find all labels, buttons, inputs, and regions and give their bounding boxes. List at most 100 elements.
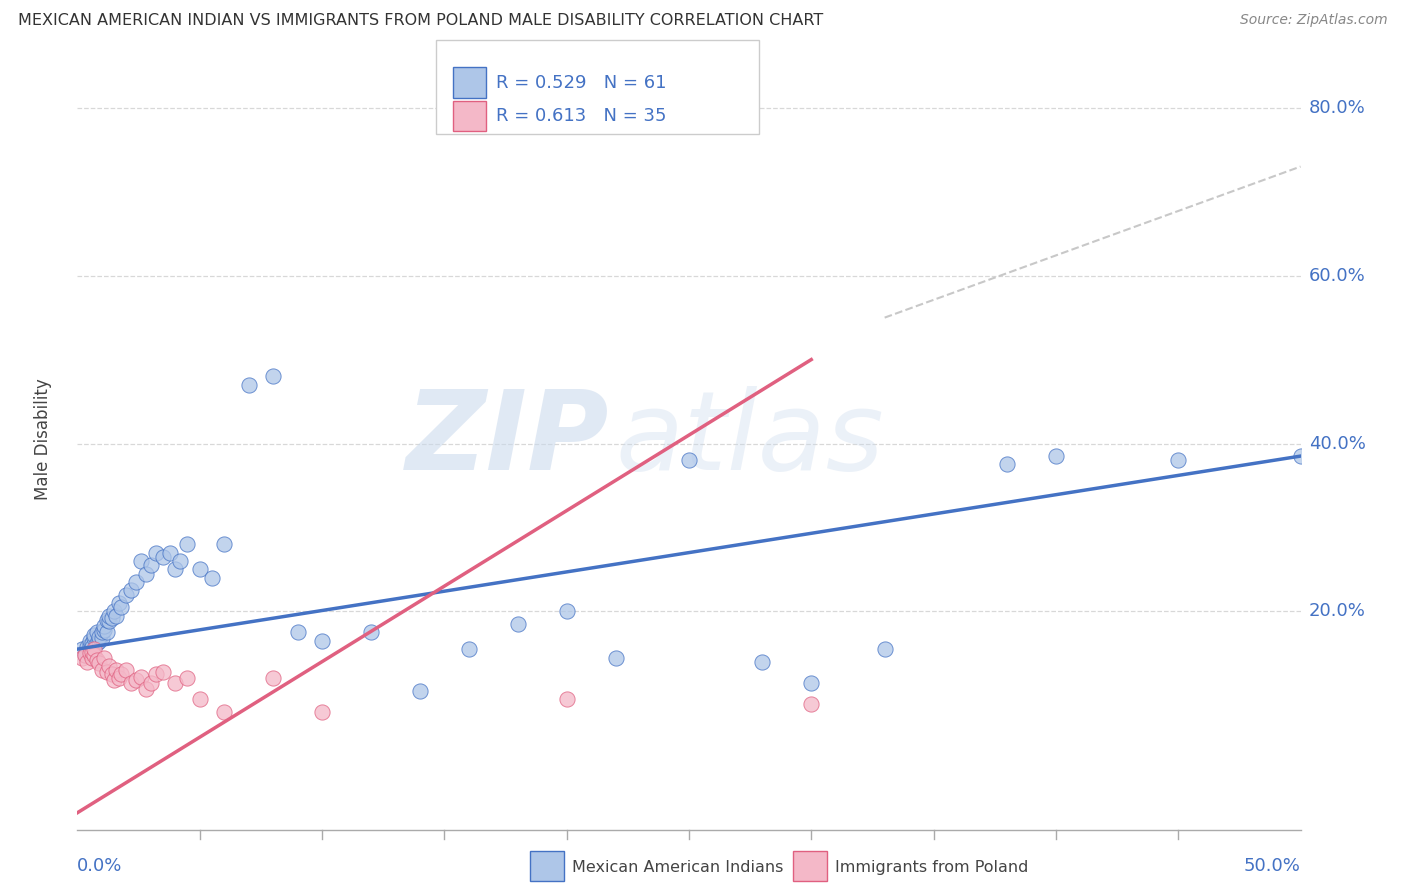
Point: [90, 631, 112, 645]
Point: [76, 655, 98, 669]
Point: [176, 672, 198, 686]
Text: 60.0%: 60.0%: [1309, 267, 1365, 285]
Text: 0.0%: 0.0%: [77, 857, 122, 875]
Point: [262, 369, 284, 384]
Point: [120, 583, 142, 598]
Point: [98, 659, 121, 673]
Point: [79, 638, 101, 652]
Text: atlas: atlas: [616, 386, 884, 492]
Point: [360, 625, 382, 640]
Point: [129, 554, 152, 568]
Point: [76, 640, 98, 654]
Point: [89, 630, 111, 644]
Text: ZIP: ZIP: [406, 386, 609, 492]
Point: [105, 608, 128, 623]
Point: [93, 619, 115, 633]
Point: [79, 645, 101, 659]
Point: [176, 537, 198, 551]
Point: [995, 458, 1018, 472]
Point: [83, 648, 105, 662]
Text: Male Disability: Male Disability: [34, 378, 52, 500]
Point: [165, 562, 187, 576]
Point: [129, 670, 152, 684]
Point: [678, 453, 700, 467]
Point: [108, 672, 131, 686]
Point: [555, 604, 578, 618]
Point: [98, 608, 121, 623]
Point: [120, 675, 142, 690]
Point: [873, 642, 896, 657]
Point: [89, 633, 111, 648]
Point: [125, 574, 148, 589]
Text: Immigrants from Poland: Immigrants from Poland: [835, 860, 1029, 874]
Point: [201, 571, 224, 585]
Point: [1045, 449, 1067, 463]
Text: R = 0.529   N = 61: R = 0.529 N = 61: [496, 73, 666, 92]
Point: [605, 650, 627, 665]
Point: [125, 673, 148, 688]
Point: [145, 546, 167, 560]
Point: [115, 663, 138, 677]
Point: [506, 616, 529, 631]
Point: [80, 636, 103, 650]
Point: [115, 588, 138, 602]
Point: [212, 537, 235, 551]
Point: [110, 600, 132, 615]
Point: [73, 648, 96, 662]
Point: [86, 625, 108, 640]
Point: [83, 631, 105, 645]
Point: [86, 653, 108, 667]
Point: [135, 566, 157, 581]
Point: [90, 625, 112, 640]
Point: [139, 558, 162, 573]
Point: [800, 697, 823, 711]
Point: [93, 650, 115, 665]
Point: [100, 667, 122, 681]
Point: [1289, 449, 1312, 463]
Point: [1167, 453, 1189, 467]
Point: [96, 613, 118, 627]
Point: [76, 646, 98, 660]
Text: Mexican American Indians: Mexican American Indians: [572, 860, 783, 874]
Point: [457, 642, 479, 657]
Point: [79, 633, 101, 648]
Point: [152, 665, 174, 679]
Point: [262, 672, 284, 686]
Point: [80, 650, 103, 665]
Text: 50.0%: 50.0%: [1244, 857, 1301, 875]
Point: [311, 633, 333, 648]
Point: [188, 562, 211, 576]
Point: [555, 692, 578, 706]
Point: [83, 642, 105, 657]
Point: [70, 642, 93, 657]
Point: [152, 549, 174, 564]
Text: 40.0%: 40.0%: [1309, 434, 1365, 452]
Point: [80, 640, 103, 654]
Point: [103, 604, 125, 618]
Point: [103, 673, 125, 688]
Point: [108, 596, 131, 610]
Point: [96, 665, 118, 679]
Text: 80.0%: 80.0%: [1309, 99, 1365, 117]
Text: 20.0%: 20.0%: [1309, 602, 1365, 620]
Point: [238, 377, 260, 392]
Point: [800, 675, 823, 690]
Point: [105, 663, 128, 677]
Point: [79, 646, 101, 660]
Point: [110, 667, 132, 681]
Text: R = 0.613   N = 35: R = 0.613 N = 35: [496, 107, 666, 125]
Point: [159, 546, 181, 560]
Point: [70, 650, 93, 665]
Point: [169, 554, 191, 568]
Point: [135, 681, 157, 696]
Point: [139, 675, 162, 690]
Point: [96, 625, 118, 640]
Text: Source: ZipAtlas.com: Source: ZipAtlas.com: [1240, 13, 1388, 28]
Point: [90, 663, 112, 677]
Point: [93, 623, 115, 637]
Text: MEXICAN AMERICAN INDIAN VS IMMIGRANTS FROM POLAND MALE DISABILITY CORRELATION CH: MEXICAN AMERICAN INDIAN VS IMMIGRANTS FR…: [18, 13, 824, 29]
Point: [188, 692, 211, 706]
Point: [89, 657, 111, 671]
Point: [212, 705, 235, 719]
Point: [83, 628, 105, 642]
